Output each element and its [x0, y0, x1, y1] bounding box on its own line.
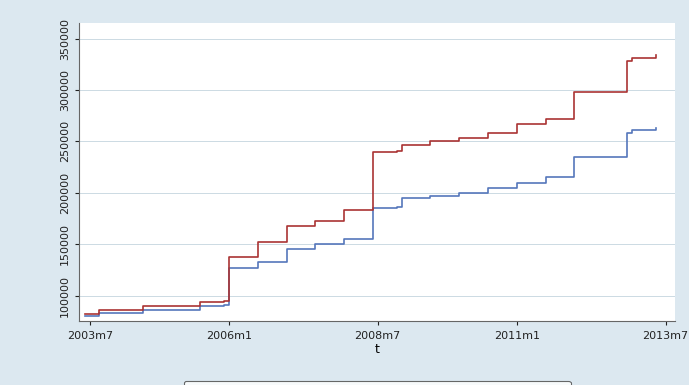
Average wage service: [95, 311, 103, 316]
Average wage service: [570, 154, 579, 159]
Average wage industry: [282, 223, 291, 228]
Average wage service: [652, 126, 660, 131]
Legend: Average wage service, Average wage industry: Average wage service, Average wage indus…: [184, 381, 570, 385]
Average wage industry: [484, 131, 492, 136]
Average wage service: [455, 191, 464, 195]
Average wage industry: [138, 304, 147, 308]
Average wage service: [254, 259, 262, 264]
Average wage service: [513, 180, 521, 185]
Average wage industry: [455, 136, 464, 141]
Average wage service: [340, 237, 348, 241]
Average wage service: [196, 304, 205, 308]
Line: Average wage industry: Average wage industry: [85, 55, 656, 314]
Average wage industry: [623, 59, 631, 64]
Average wage service: [369, 206, 377, 211]
Average wage industry: [81, 312, 89, 316]
Average wage industry: [196, 300, 205, 304]
X-axis label: t: t: [375, 343, 380, 356]
Average wage service: [484, 186, 492, 190]
Average wage industry: [570, 90, 579, 94]
Average wage industry: [340, 208, 348, 213]
Average wage industry: [542, 117, 550, 121]
Average wage service: [542, 175, 550, 180]
Average wage industry: [225, 254, 233, 259]
Average wage industry: [398, 142, 406, 147]
Average wage service: [628, 128, 636, 132]
Average wage service: [138, 308, 147, 313]
Average wage industry: [220, 299, 228, 303]
Line: Average wage service: Average wage service: [85, 128, 656, 316]
Average wage industry: [513, 122, 521, 126]
Average wage industry: [628, 56, 636, 60]
Average wage industry: [393, 148, 401, 153]
Average wage service: [393, 205, 401, 209]
Average wage industry: [369, 149, 377, 154]
Average wage industry: [652, 53, 660, 57]
Average wage service: [225, 266, 233, 270]
Average wage service: [81, 314, 89, 319]
Average wage service: [398, 196, 406, 200]
Average wage industry: [95, 308, 103, 313]
Average wage service: [426, 194, 435, 198]
Average wage service: [623, 131, 631, 136]
Average wage industry: [426, 139, 435, 144]
Average wage industry: [254, 240, 262, 244]
Average wage service: [220, 303, 228, 307]
Average wage industry: [311, 218, 320, 223]
Average wage service: [311, 242, 320, 247]
Average wage service: [282, 247, 291, 252]
